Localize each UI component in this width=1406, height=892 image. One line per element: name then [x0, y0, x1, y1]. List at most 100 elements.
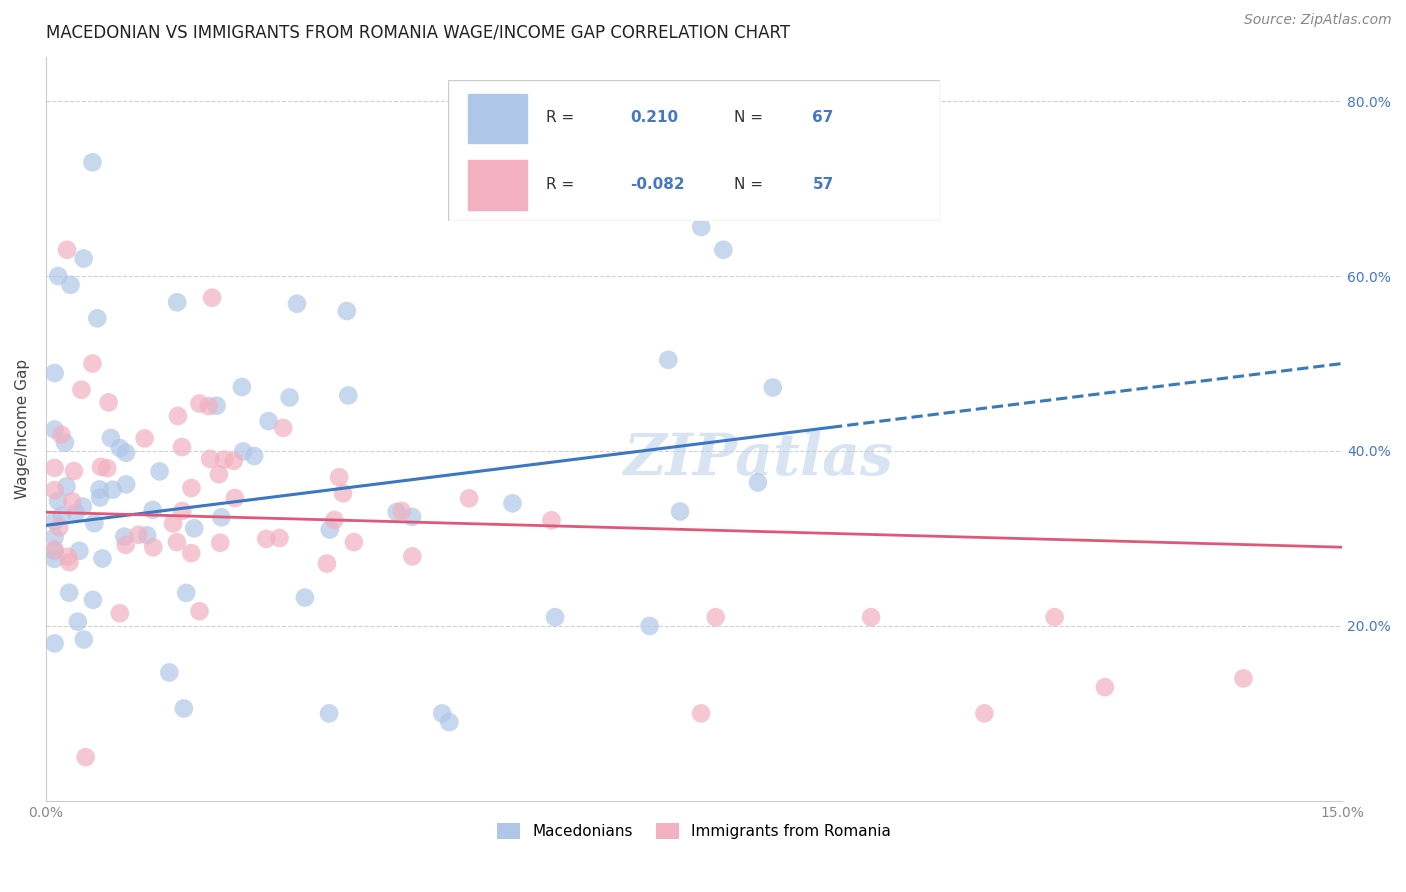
Point [271, 421, 294, 435]
Point [502, 496, 524, 510]
Point [162, 516, 184, 531]
Point [208, 467, 231, 482]
Point [860, 610, 883, 624]
Point [128, 528, 150, 542]
Point [278, 391, 301, 405]
Point [762, 380, 785, 394]
Point [44, 552, 66, 566]
Point [205, 399, 228, 413]
Point [89, 483, 111, 497]
Point [101, 483, 124, 497]
Point [46, 268, 69, 283]
Point [180, 546, 202, 560]
Point [747, 475, 769, 490]
Point [212, 452, 235, 467]
Point [211, 510, 233, 524]
Point [231, 380, 253, 394]
Point [65, 506, 87, 520]
Point [142, 540, 165, 554]
Point [430, 706, 453, 721]
Text: ZIPatlas: ZIPatlas [624, 431, 894, 487]
Point [100, 431, 122, 445]
Point [657, 352, 679, 367]
Point [540, 513, 562, 527]
Point [96, 461, 118, 475]
Point [134, 432, 156, 446]
Point [401, 509, 423, 524]
Legend: Macedonians, Immigrants from Romania: Macedonians, Immigrants from Romania [491, 817, 897, 846]
Point [172, 504, 194, 518]
Point [1043, 610, 1066, 624]
Point [201, 291, 224, 305]
Point [51, 427, 73, 442]
Point [63, 464, 86, 478]
Point [385, 505, 408, 519]
Point [188, 396, 211, 410]
Point [136, 528, 159, 542]
Point [690, 219, 713, 234]
Point [46, 494, 69, 508]
Point [1094, 680, 1116, 694]
Point [86, 311, 108, 326]
Point [254, 532, 277, 546]
Point [53, 435, 76, 450]
Point [180, 481, 202, 495]
Point [56, 243, 79, 257]
Point [188, 604, 211, 618]
Point [332, 486, 354, 500]
Point [58, 555, 80, 569]
Point [174, 586, 197, 600]
Point [44, 483, 66, 497]
Point [114, 538, 136, 552]
Point [391, 504, 413, 518]
Point [232, 444, 254, 458]
Point [544, 610, 567, 624]
Point [115, 477, 138, 491]
Point [48, 520, 70, 534]
Point [90, 459, 112, 474]
Point [669, 504, 692, 518]
Point [142, 503, 165, 517]
Point [82, 592, 104, 607]
Point [44, 542, 66, 557]
Point [197, 399, 219, 413]
Text: MACEDONIAN VS IMMIGRANTS FROM ROMANIA WAGE/INCOME GAP CORRELATION CHART: MACEDONIAN VS IMMIGRANTS FROM ROMANIA WA… [46, 24, 790, 42]
Point [44, 423, 66, 437]
Point [285, 296, 308, 310]
Point [73, 632, 96, 647]
Point [243, 449, 266, 463]
Point [72, 500, 94, 514]
Point [108, 441, 131, 455]
Point [91, 551, 114, 566]
Point [458, 491, 481, 506]
Point [67, 544, 90, 558]
Point [257, 414, 280, 428]
Point [66, 615, 89, 629]
Point [319, 523, 342, 537]
Point [209, 535, 232, 549]
Point [55, 479, 77, 493]
Point [198, 451, 221, 466]
Point [60, 494, 83, 508]
Point [75, 750, 97, 764]
Point [97, 395, 120, 409]
Point [166, 535, 188, 549]
Point [157, 665, 180, 680]
Point [224, 491, 246, 505]
Point [112, 530, 135, 544]
Text: Source: ZipAtlas.com: Source: ZipAtlas.com [1244, 13, 1392, 28]
Point [44, 366, 66, 380]
Y-axis label: Wage/Income Gap: Wage/Income Gap [15, 359, 30, 500]
Point [108, 607, 131, 621]
Point [294, 591, 316, 605]
Point [44, 636, 66, 650]
Point [638, 619, 661, 633]
Point [1232, 672, 1254, 686]
Point [439, 715, 461, 730]
Point [711, 243, 734, 257]
Point [170, 440, 193, 454]
Point [316, 557, 339, 571]
Point [72, 252, 94, 266]
Point [44, 461, 66, 475]
Point [148, 464, 170, 478]
